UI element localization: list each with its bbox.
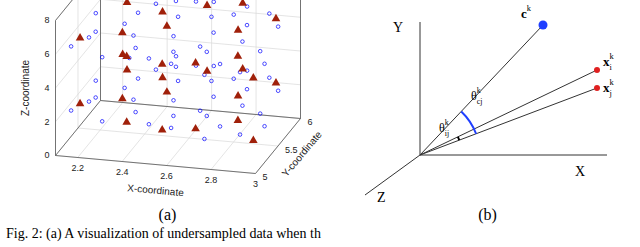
- svg-text:2.6: 2.6: [160, 171, 173, 181]
- svg-text:ck: ck: [521, 3, 532, 21]
- html-text:Fig. 2: (a) A visualization of: Fig. 2: (a) A visualization of undersamp…: [6, 226, 321, 241]
- svg-text:xki: xki: [603, 51, 615, 72]
- svg-text:0: 0: [44, 150, 49, 160]
- svg-text:3: 3: [253, 179, 258, 189]
- svg-text:5: 5: [263, 172, 268, 182]
- svg-text:θkij: θkij: [439, 118, 449, 138]
- svg-text:2.2: 2.2: [71, 163, 84, 173]
- svg-text:X-coordinate: X-coordinate: [127, 182, 185, 198]
- svg-text:2.4: 2.4: [116, 167, 129, 177]
- svg-text:6: 6: [44, 49, 49, 59]
- svg-text:Y-coordinate: Y-coordinate: [280, 129, 325, 179]
- svg-text:xkj: xkj: [603, 77, 615, 98]
- svg-text:2: 2: [44, 117, 49, 127]
- svg-text:4: 4: [44, 83, 49, 93]
- svg-text:5.5: 5.5: [285, 144, 298, 155]
- svg-text:X: X: [575, 164, 585, 179]
- svg-text:Z-coordinate: Z-coordinate: [20, 59, 31, 116]
- svg-text:Z: Z: [377, 190, 386, 205]
- svg-text:6: 6: [308, 117, 313, 127]
- html-text:(b): (b): [478, 206, 497, 223]
- html-text:(a): (a): [158, 206, 177, 223]
- svg-text:8: 8: [44, 15, 49, 25]
- svg-text:2.8: 2.8: [205, 175, 218, 185]
- svg-text:Y: Y: [393, 20, 403, 35]
- svg-text:θkcj: θkcj: [471, 86, 482, 106]
